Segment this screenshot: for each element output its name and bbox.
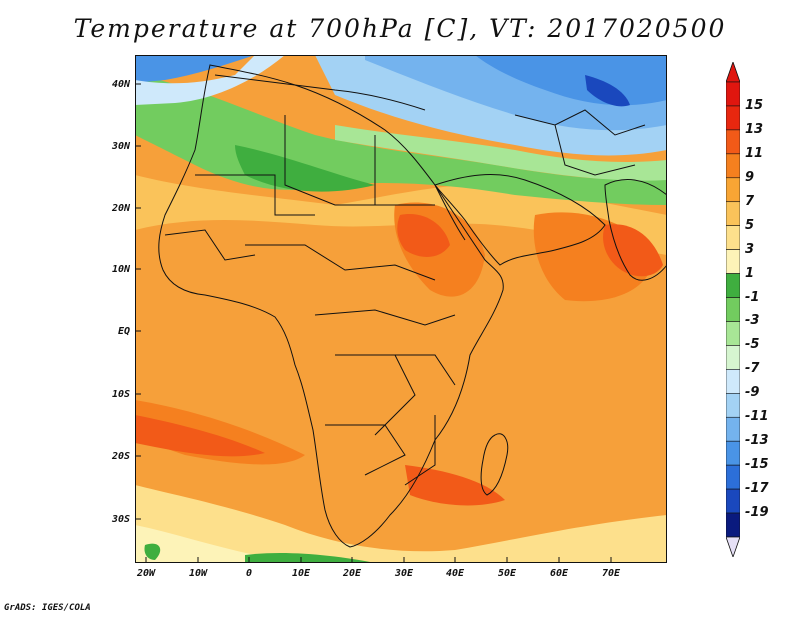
field-green-south-patch: [245, 552, 375, 563]
field-green-dark: [235, 145, 375, 192]
x-tick-label: 30E: [394, 568, 414, 579]
y-tick-label: 20N: [111, 203, 130, 214]
field-green-southwest-patch: [144, 543, 161, 560]
map-ticks: [135, 83, 612, 563]
colorbar-segment: [726, 81, 740, 107]
colorbar-label: -11: [745, 409, 769, 425]
india: [604, 179, 667, 281]
colorbar-segment: [726, 369, 740, 394]
map-frame: [135, 55, 667, 563]
x-tick-label: 70E: [601, 568, 621, 579]
x-tick-label: 10E: [291, 568, 311, 579]
colorbar-label: 1: [745, 265, 755, 281]
colorbar-segment: [726, 345, 740, 370]
colorbar-label: 9: [745, 169, 755, 185]
colorbar-label: -1: [745, 289, 760, 305]
colorbar-segment: [726, 297, 740, 322]
colorbar-segment: [726, 153, 740, 179]
field-cold-darkest: [585, 75, 630, 107]
border-4: [245, 244, 436, 281]
y-tick-label: 30S: [111, 514, 130, 525]
colorbar-segment: [726, 273, 740, 298]
mediterranean: [214, 74, 426, 111]
colorbar-bottom-arrow: [726, 536, 740, 557]
x-tick-label: 60E: [549, 568, 569, 579]
field-southwest-yellow: [135, 525, 305, 563]
africa-coastline: [158, 64, 504, 548]
y-tick-label: 10S: [111, 389, 130, 400]
colorbar-segment: [726, 177, 740, 203]
field-south-atlantic-red: [135, 415, 265, 457]
field-south-yellow: [135, 485, 667, 563]
colorbar-label: 3: [745, 241, 755, 257]
chart-title: Temperature at 700hPa [C], VT: 201702050…: [73, 14, 727, 43]
border-12: [164, 229, 256, 261]
field-mozambique-hot: [405, 465, 505, 506]
colorbar-label: 7: [745, 193, 755, 209]
field-ethiopia-red: [397, 214, 450, 257]
field-pale-green: [335, 125, 667, 181]
coastline-outlines: [158, 64, 667, 548]
colorbar-label: -17: [745, 481, 769, 497]
colorbar-segment: [726, 440, 740, 466]
field-arabia-red: [603, 224, 663, 277]
border-3: [374, 135, 435, 206]
border-11: [554, 124, 636, 176]
y-tick-label: 40N: [111, 79, 130, 90]
credit-text: GrADS: IGES/COLA: [4, 603, 91, 613]
x-tick-label: 20W: [136, 568, 156, 579]
y-tick-label: 10N: [111, 264, 130, 275]
x-tick-label: 50E: [497, 568, 517, 579]
colorbar-segment: [726, 249, 740, 274]
colorbar-segment: [726, 488, 740, 514]
colorbar-label: 11: [745, 145, 764, 161]
x-tick-label: 20E: [342, 568, 362, 579]
colorbar-segment: [726, 321, 740, 346]
field-cold-west: [135, 55, 255, 83]
colorbar-segment: [726, 129, 740, 155]
colorbar-segment: [726, 201, 740, 226]
colorbar-label: -5: [745, 337, 760, 353]
colorbar-top-arrow: [726, 62, 740, 83]
y-tick-label: 30N: [111, 141, 130, 152]
y-tick-label: 20S: [111, 451, 130, 462]
colorbar-segment: [726, 105, 740, 131]
colorbar-label: -15: [745, 457, 769, 473]
border-10: [514, 109, 646, 136]
red-sea: [434, 184, 466, 241]
colorbar-label: -3: [745, 313, 760, 329]
colorbar-segment: [726, 464, 740, 490]
colorbar-segment: [726, 512, 740, 538]
border-8: [325, 424, 406, 476]
border-5: [314, 309, 456, 326]
colorbar-label: -7: [745, 361, 760, 377]
x-tick-label: 40E: [445, 568, 465, 579]
x-tick-label: 0: [245, 568, 253, 579]
colorbar-segment: [726, 225, 740, 250]
border-6: [335, 354, 416, 436]
border-2: [284, 115, 375, 206]
colorbar-label: 5: [745, 217, 755, 233]
colorbar-label: 15: [745, 97, 764, 113]
colorbar-label: -13: [745, 433, 769, 449]
border-1: [195, 174, 315, 216]
colorbar-label: -9: [745, 385, 760, 401]
border-9: [404, 415, 436, 486]
colorbar-segment: [726, 416, 740, 442]
colorbar: [726, 62, 740, 557]
border-7: [395, 354, 456, 386]
colorbar-label: -19: [745, 505, 769, 521]
field-pale-west: [135, 55, 285, 105]
x-tick-label: 10W: [188, 568, 208, 579]
colorbar-label: 13: [745, 121, 764, 137]
colorbar-segment: [726, 393, 740, 418]
arabian-peninsula: [434, 174, 606, 266]
temperature-map: [135, 55, 667, 563]
y-tick-label: EQ: [117, 326, 130, 337]
madagascar: [480, 433, 509, 496]
